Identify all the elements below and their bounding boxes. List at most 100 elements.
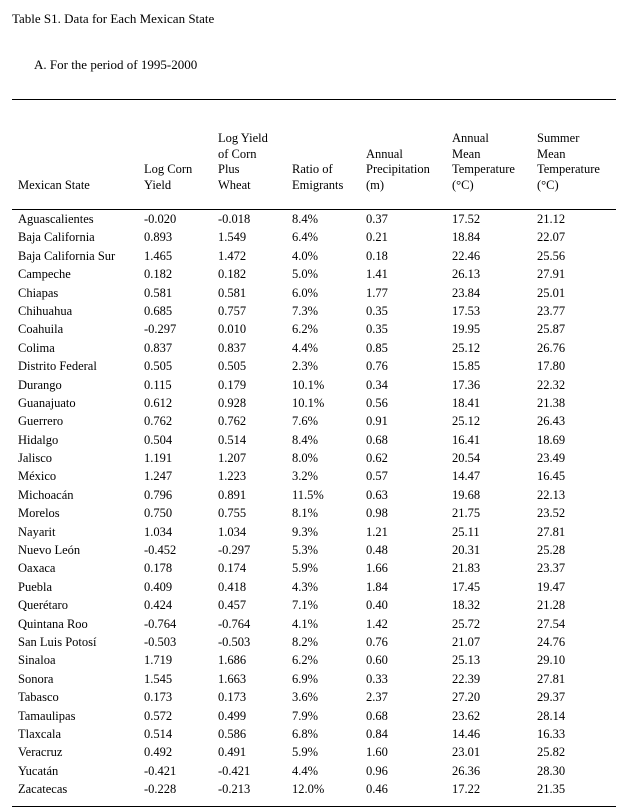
table-row: Oaxaca 0.178 0.174 5.9% 1.66 21.83 23.37 <box>0 559 622 577</box>
table-row: Guerrero 0.762 0.762 7.6% 0.91 25.12 26.43 <box>0 412 622 430</box>
cell-summer-temp: 25.87 <box>537 322 566 337</box>
cell-annual-temp: 22.46 <box>452 248 481 263</box>
cell-log-corn-yield: 0.893 <box>144 230 173 245</box>
cell-precipitation: 0.84 <box>366 726 388 741</box>
cell-log-yield-corn-wheat: 1.686 <box>218 653 247 668</box>
cell-log-yield-corn-wheat: 0.418 <box>218 579 247 594</box>
cell-precipitation: 0.35 <box>366 322 388 337</box>
table-row: Hidalgo 0.504 0.514 8.4% 0.68 16.41 18.69 <box>0 431 622 449</box>
cell-summer-temp: 21.28 <box>537 598 566 613</box>
cell-summer-temp: 28.30 <box>537 763 566 778</box>
cell-state: Tabasco <box>18 690 59 705</box>
cell-state: Baja California Sur <box>18 248 116 263</box>
cell-summer-temp: 17.80 <box>537 359 566 374</box>
table-row: Tabasco 0.173 0.173 3.6% 2.37 27.20 29.37 <box>0 688 622 706</box>
cell-log-yield-corn-wheat: 0.928 <box>218 395 247 410</box>
cell-log-yield-corn-wheat: -0.421 <box>218 763 251 778</box>
table-row: Sonora 1.545 1.663 6.9% 0.33 22.39 27.81 <box>0 670 622 688</box>
table-row: Yucatán -0.421 -0.421 4.4% 0.96 26.36 28.30 <box>0 762 622 780</box>
cell-log-yield-corn-wheat: 0.179 <box>218 377 247 392</box>
cell-precipitation: 1.42 <box>366 616 388 631</box>
cell-emigrant-ratio: 8.4% <box>292 432 319 447</box>
cell-log-yield-corn-wheat: 1.223 <box>218 469 247 484</box>
table-row: Veracruz 0.492 0.491 5.9% 1.60 23.01 25.82 <box>0 743 622 761</box>
cell-state: Durango <box>18 377 62 392</box>
cell-precipitation: 0.57 <box>366 469 388 484</box>
cell-emigrant-ratio: 5.9% <box>292 745 319 760</box>
cell-log-yield-corn-wheat: -0.764 <box>218 616 251 631</box>
cell-emigrant-ratio: 6.2% <box>292 653 319 668</box>
cell-emigrant-ratio: 4.0% <box>292 248 319 263</box>
cell-annual-temp: 17.22 <box>452 782 481 797</box>
cell-annual-temp: 21.07 <box>452 634 481 649</box>
cell-log-corn-yield: -0.764 <box>144 616 177 631</box>
cell-log-yield-corn-wheat: 0.581 <box>218 285 247 300</box>
table-row: Durango 0.115 0.179 10.1% 0.34 17.36 22.32 <box>0 376 622 394</box>
cell-emigrant-ratio: 10.1% <box>292 377 325 392</box>
table-row: Quintana Roo -0.764 -0.764 4.1% 1.42 25.72 27.… <box>0 615 622 633</box>
cell-log-corn-yield: 0.492 <box>144 745 173 760</box>
cell-summer-temp: 22.13 <box>537 487 566 502</box>
cell-precipitation: 0.40 <box>366 598 388 613</box>
cell-state: Puebla <box>18 579 53 594</box>
table-row: Distrito Federal 0.505 0.505 2.3% 0.76 15.85 1… <box>0 357 622 375</box>
cell-log-corn-yield: -0.020 <box>144 212 177 226</box>
cell-log-yield-corn-wheat: 0.586 <box>218 726 247 741</box>
cell-annual-temp: 18.41 <box>452 395 481 410</box>
cell-annual-temp: 20.54 <box>452 451 481 466</box>
cell-state: Chiapas <box>18 285 59 300</box>
cell-state: Baja California <box>18 230 95 245</box>
cell-log-yield-corn-wheat: 1.472 <box>218 248 247 263</box>
cell-state: Yucatán <box>18 763 59 778</box>
cell-emigrant-ratio: 4.4% <box>292 340 319 355</box>
cell-log-corn-yield: 0.504 <box>144 432 173 447</box>
cell-log-corn-yield: -0.452 <box>144 543 177 558</box>
cell-precipitation: 0.46 <box>366 782 388 797</box>
cell-log-corn-yield: -0.228 <box>144 782 177 797</box>
cell-log-corn-yield: 1.719 <box>144 653 173 668</box>
cell-state: Distrito Federal <box>18 359 97 374</box>
table-row: Aguascalientes -0.020 -0.018 8.4% 0.37 17.52 2… <box>0 210 622 228</box>
cell-emigrant-ratio: 6.0% <box>292 285 319 300</box>
table-row: Sinaloa 1.719 1.686 6.2% 0.60 25.13 29.10 <box>0 651 622 669</box>
table-row: Querétaro 0.424 0.457 7.1% 0.40 18.32 21.28 <box>0 596 622 614</box>
cell-precipitation: 0.76 <box>366 634 388 649</box>
cell-precipitation: 0.68 <box>366 432 388 447</box>
table-row: Tlaxcala 0.514 0.586 6.8% 0.84 14.46 16.33 <box>0 725 622 743</box>
cell-precipitation: 1.60 <box>366 745 388 760</box>
cell-emigrant-ratio: 4.4% <box>292 763 319 778</box>
cell-summer-temp: 29.10 <box>537 653 566 668</box>
table-row: Colima 0.837 0.837 4.4% 0.85 25.12 26.76 <box>0 339 622 357</box>
cell-summer-temp: 28.14 <box>537 708 566 723</box>
cell-precipitation: 0.18 <box>366 248 388 263</box>
cell-precipitation: 1.41 <box>366 267 388 282</box>
cell-precipitation: 0.48 <box>366 543 388 558</box>
cell-emigrant-ratio: 7.9% <box>292 708 319 723</box>
cell-emigrant-ratio: 7.6% <box>292 414 319 429</box>
cell-summer-temp: 25.56 <box>537 248 566 263</box>
cell-annual-temp: 16.41 <box>452 432 481 447</box>
cell-log-yield-corn-wheat: 0.505 <box>218 359 247 374</box>
cell-log-corn-yield: -0.297 <box>144 322 177 337</box>
cell-precipitation: 0.33 <box>366 671 388 686</box>
cell-precipitation: 1.66 <box>366 561 388 576</box>
cell-precipitation: 0.63 <box>366 487 388 502</box>
cell-emigrant-ratio: 12.0% <box>292 782 325 797</box>
cell-annual-temp: 19.95 <box>452 322 481 337</box>
cell-log-corn-yield: 1.034 <box>144 524 173 539</box>
table-row: Guanajuato 0.612 0.928 10.1% 0.56 18.41 21.38 <box>0 394 622 412</box>
table-row: Jalisco 1.191 1.207 8.0% 0.62 20.54 23.49 <box>0 449 622 467</box>
header-log-corn-yield: Log Corn Yield <box>144 162 193 192</box>
cell-precipitation: 0.21 <box>366 230 388 245</box>
cell-log-corn-yield: 0.424 <box>144 598 173 613</box>
cell-summer-temp: 23.52 <box>537 506 566 521</box>
cell-state: San Luis Potosí <box>18 634 97 649</box>
cell-state: Chihuahua <box>18 303 73 318</box>
table-row: Michoacán 0.796 0.891 11.5% 0.63 19.68 22.13 <box>0 486 622 504</box>
cell-annual-temp: 18.32 <box>452 598 481 613</box>
cell-log-yield-corn-wheat: 0.457 <box>218 598 247 613</box>
table-row: Puebla 0.409 0.418 4.3% 1.84 17.45 19.47 <box>0 578 622 596</box>
cell-precipitation: 0.76 <box>366 359 388 374</box>
header-annual-mean-temperature: Annual Mean Temperature (°C) <box>452 131 515 192</box>
cell-summer-temp: 27.54 <box>537 616 566 631</box>
